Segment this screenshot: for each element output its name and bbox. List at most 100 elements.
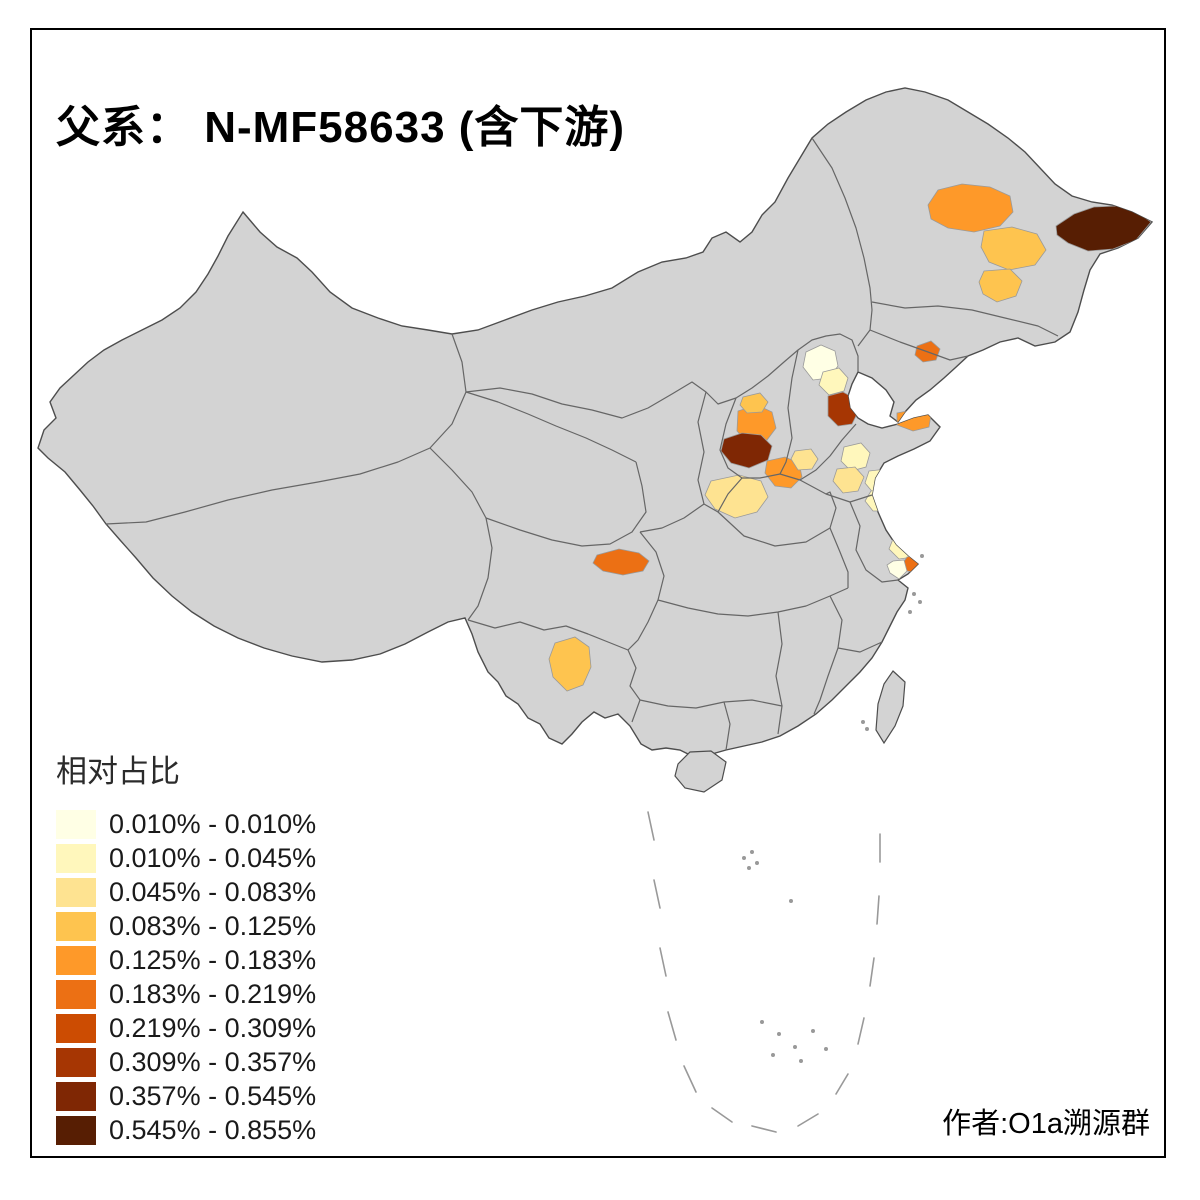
taiwan-island bbox=[875, 670, 906, 745]
legend-label: 0.045% - 0.083% bbox=[109, 876, 317, 907]
author-credit: 作者:O1a溯源群 bbox=[942, 1108, 1150, 1140]
sea-island-dot bbox=[865, 727, 869, 731]
region-heilongjiang-central bbox=[927, 183, 1014, 233]
province-border bbox=[465, 391, 637, 463]
legend-item: 0.125% - 0.183% bbox=[56, 943, 316, 977]
legend-item: 0.219% - 0.309% bbox=[56, 1011, 316, 1045]
dash-line-segment bbox=[869, 957, 875, 987]
legend-label: 0.083% - 0.125% bbox=[109, 910, 317, 941]
coastal-island-dots bbox=[742, 554, 924, 1063]
legend-item: 0.183% - 0.219% bbox=[56, 977, 316, 1011]
sea-island-dot bbox=[918, 600, 922, 604]
legend-label: 0.545% - 0.855% bbox=[109, 1114, 317, 1145]
province-borders bbox=[105, 137, 1059, 751]
region-sichuan-orange bbox=[592, 548, 650, 576]
legend-item: 0.083% - 0.125% bbox=[56, 909, 316, 943]
region-heilongjiang-east-lower bbox=[978, 268, 1023, 303]
legend-label: 0.309% - 0.357% bbox=[109, 1046, 317, 1077]
nine-dash-line bbox=[647, 811, 881, 1133]
region-heilongjiang-far-east bbox=[1055, 205, 1152, 252]
sea-island-dot bbox=[777, 1032, 781, 1036]
province-border bbox=[657, 587, 849, 617]
china-mainland bbox=[37, 87, 1154, 765]
sea-island-dot bbox=[771, 1053, 775, 1057]
legend-swatch bbox=[56, 945, 96, 975]
province-border bbox=[639, 699, 783, 709]
hainan-island bbox=[674, 750, 727, 793]
legend-label: 0.219% - 0.309% bbox=[109, 1012, 317, 1043]
legend-item: 0.309% - 0.357% bbox=[56, 1045, 316, 1079]
islands bbox=[674, 670, 906, 793]
province-border bbox=[429, 447, 493, 621]
legend-item: 0.045% - 0.083% bbox=[56, 875, 316, 909]
province-border bbox=[775, 611, 783, 735]
region-jiangsu-south-cream bbox=[886, 559, 908, 580]
region-beijing-south-pale bbox=[818, 367, 849, 396]
province-border bbox=[779, 423, 857, 481]
dash-line-segment bbox=[711, 1107, 733, 1123]
dash-line-segment bbox=[797, 1113, 819, 1127]
sea-island-dot bbox=[861, 720, 865, 724]
legend-label: 0.010% - 0.045% bbox=[109, 842, 317, 873]
sea-island-dot bbox=[811, 1029, 815, 1033]
province-border bbox=[837, 641, 883, 653]
legend-swatch bbox=[56, 877, 96, 907]
legend-label: 0.357% - 0.545% bbox=[109, 1080, 317, 1111]
dash-line-segment bbox=[659, 947, 667, 977]
region-yunnan-yellow bbox=[548, 636, 592, 692]
province-border bbox=[811, 137, 873, 347]
legend-swatch bbox=[56, 809, 96, 839]
province-border bbox=[825, 491, 837, 529]
sea-island-dot bbox=[742, 856, 746, 860]
dash-line-segment bbox=[653, 879, 661, 909]
sea-island-dot bbox=[750, 850, 754, 854]
legend: 相对占比 0.010% - 0.010% 0.010% - 0.045% 0.045… bbox=[56, 746, 316, 1147]
sea-island-dot bbox=[747, 866, 751, 870]
legend-item: 0.545% - 0.855% bbox=[56, 1113, 316, 1147]
legend-label: 0.010% - 0.010% bbox=[109, 808, 317, 839]
legend-label: 0.125% - 0.183% bbox=[109, 944, 317, 975]
legend-items: 0.010% - 0.010% 0.010% - 0.045% 0.045% - 0… bbox=[56, 807, 316, 1147]
legend-item: 0.010% - 0.045% bbox=[56, 841, 316, 875]
dash-line-segment bbox=[857, 1017, 865, 1045]
region-shanxi-se-pale bbox=[790, 448, 819, 471]
legend-title: 相对占比 bbox=[56, 754, 180, 789]
legend-swatch bbox=[56, 1047, 96, 1077]
dash-line-segment bbox=[683, 1065, 697, 1093]
legend-swatch bbox=[56, 911, 96, 941]
province-border bbox=[723, 701, 731, 751]
region-heilongjiang-east-upper bbox=[980, 226, 1047, 271]
sea-island-dot bbox=[789, 899, 793, 903]
sea-island-dot bbox=[824, 1047, 828, 1051]
province-border bbox=[869, 329, 969, 361]
legend-label: 0.183% - 0.219% bbox=[109, 978, 317, 1009]
province-border bbox=[719, 397, 781, 479]
dash-line-segment bbox=[876, 895, 880, 925]
sea-island-dot bbox=[920, 554, 924, 558]
province-border bbox=[829, 527, 849, 588]
legend-swatch bbox=[56, 1081, 96, 1111]
sea-island-dot bbox=[793, 1045, 797, 1049]
legend-swatch bbox=[56, 979, 96, 1009]
region-shanxi-north-yellow bbox=[739, 392, 769, 414]
sea-island-dot bbox=[912, 592, 916, 596]
province-border bbox=[697, 391, 719, 513]
province-border bbox=[485, 461, 647, 547]
province-border bbox=[779, 349, 799, 475]
highlighted-regions bbox=[548, 183, 1152, 692]
legend-item: 0.010% - 0.010% bbox=[56, 807, 316, 841]
region-shandong-west-pale bbox=[832, 466, 865, 494]
province-border bbox=[849, 501, 899, 583]
legend-item: 0.357% - 0.545% bbox=[56, 1079, 316, 1113]
legend-swatch bbox=[56, 1115, 96, 1145]
province-border bbox=[467, 619, 641, 723]
sea-island-dot bbox=[908, 610, 912, 614]
province-border bbox=[465, 333, 859, 419]
sea-island-dot bbox=[760, 1020, 764, 1024]
sea-island-dot bbox=[799, 1059, 803, 1063]
province-border bbox=[639, 503, 705, 533]
region-shanxi-south-dark bbox=[720, 432, 773, 469]
province-border bbox=[799, 479, 873, 503]
